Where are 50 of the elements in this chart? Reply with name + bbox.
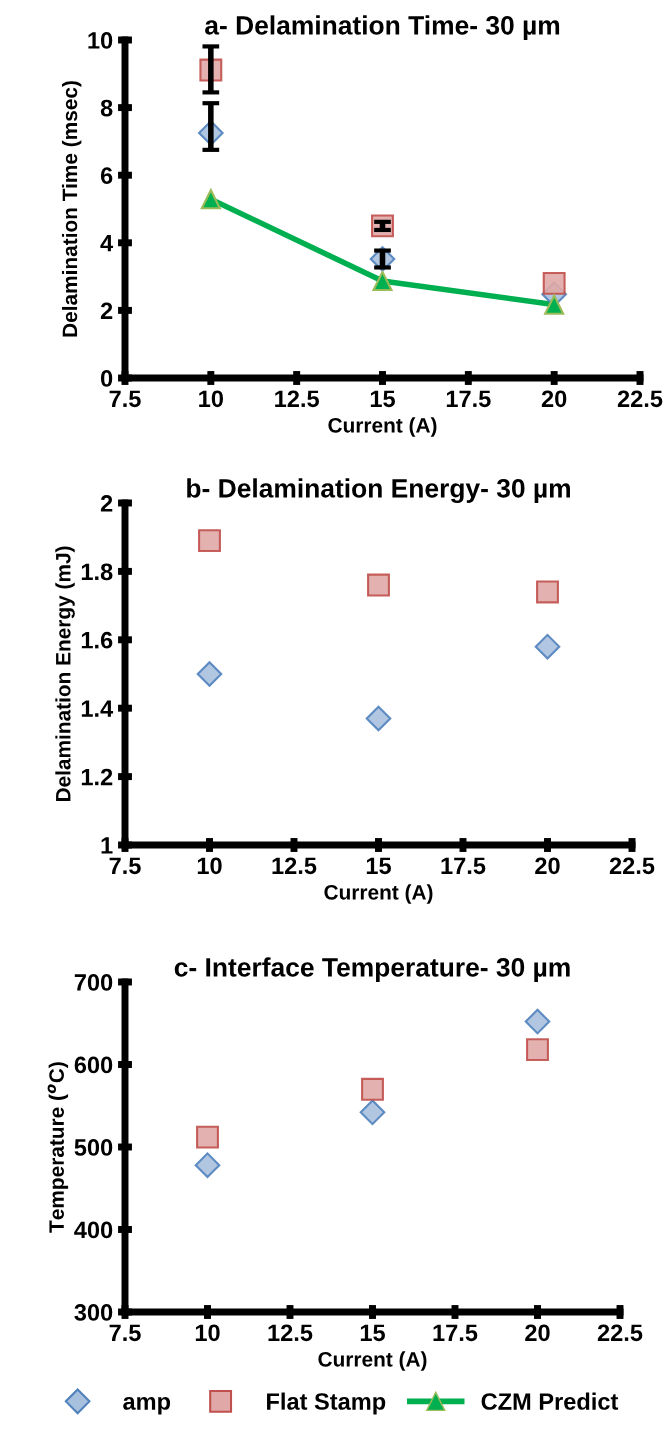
y-tick-label: 1.6 (81, 631, 113, 649)
y-tick-label: 500 (74, 1139, 113, 1156)
x-tick-label: 12.5 (268, 1324, 313, 1342)
x-tick-label: 12.5 (275, 390, 319, 408)
x-tick-label: 15 (370, 390, 395, 408)
x-tick-label: 12.5 (272, 857, 317, 875)
x-tick-label: 22.5 (597, 1324, 643, 1342)
legend-label: Flat Stamp (267, 1392, 386, 1415)
x-tick-label: 20 (525, 1324, 550, 1342)
x-tick-label: 17.5 (446, 390, 491, 408)
x-tick-label: 17.5 (433, 1324, 478, 1342)
y-axis-title: Temperature ($^{o}$C) (47, 1062, 69, 1233)
y-tick-label: 10 (88, 32, 113, 49)
chart-title: c- Interface Temperature- 30 µm (174, 957, 570, 982)
y-tick-label: 2 (100, 302, 113, 319)
x-tick-label: 15 (360, 1324, 385, 1342)
y-tick-label: 300 (74, 1304, 113, 1321)
chart-title: a- Delamination Time- 30 µm (205, 15, 560, 40)
x-tick-label: 10 (197, 857, 222, 875)
x-tick-label: 22.5 (609, 857, 655, 875)
x-tick-label: 20 (535, 857, 560, 875)
y-tick-label: 700 (74, 974, 113, 991)
chart-title: b- Delamination Energy- 30 µm (187, 478, 570, 503)
y-tick-label: 1.8 (81, 563, 113, 581)
y-tick-label: 2 (100, 495, 113, 512)
x-axis-title: Current (A) (318, 1351, 427, 1371)
y-tick-label: 1.2 (81, 768, 113, 786)
legend-label: CZM Predict (481, 1392, 619, 1410)
x-axis-title: Current (A) (324, 884, 433, 904)
y-tick-label: 600 (74, 1056, 113, 1074)
legend-label: amp (123, 1396, 171, 1415)
y-tick-label: 4 (100, 235, 114, 252)
x-tick-label: 15 (366, 857, 391, 875)
y-tick-label: 6 (100, 167, 113, 184)
y-axis-title: Delamination Time (msec) (61, 81, 82, 337)
x-tick-label: 7.5 (109, 390, 141, 408)
x-tick-label: 7.5 (109, 1324, 141, 1342)
y-tick-label: 1 (101, 837, 113, 854)
x-tick-label: 20 (541, 390, 567, 408)
x-tick-label: 17.5 (441, 857, 486, 875)
y-axis-title: Delamination Energy (mJ) (55, 546, 75, 802)
y-tick-label: 8 (100, 99, 113, 117)
y-tick-label: 400 (74, 1221, 113, 1239)
x-tick-label: 10 (199, 390, 223, 408)
y-tick-label: 1.4 (81, 700, 114, 717)
y-tick-label: 0 (101, 370, 113, 387)
x-axis-title: Current (A) (328, 417, 437, 437)
x-tick-label: 7.5 (109, 857, 141, 875)
x-tick-label: 22.5 (617, 390, 663, 408)
x-tick-label: 10 (195, 1324, 220, 1342)
